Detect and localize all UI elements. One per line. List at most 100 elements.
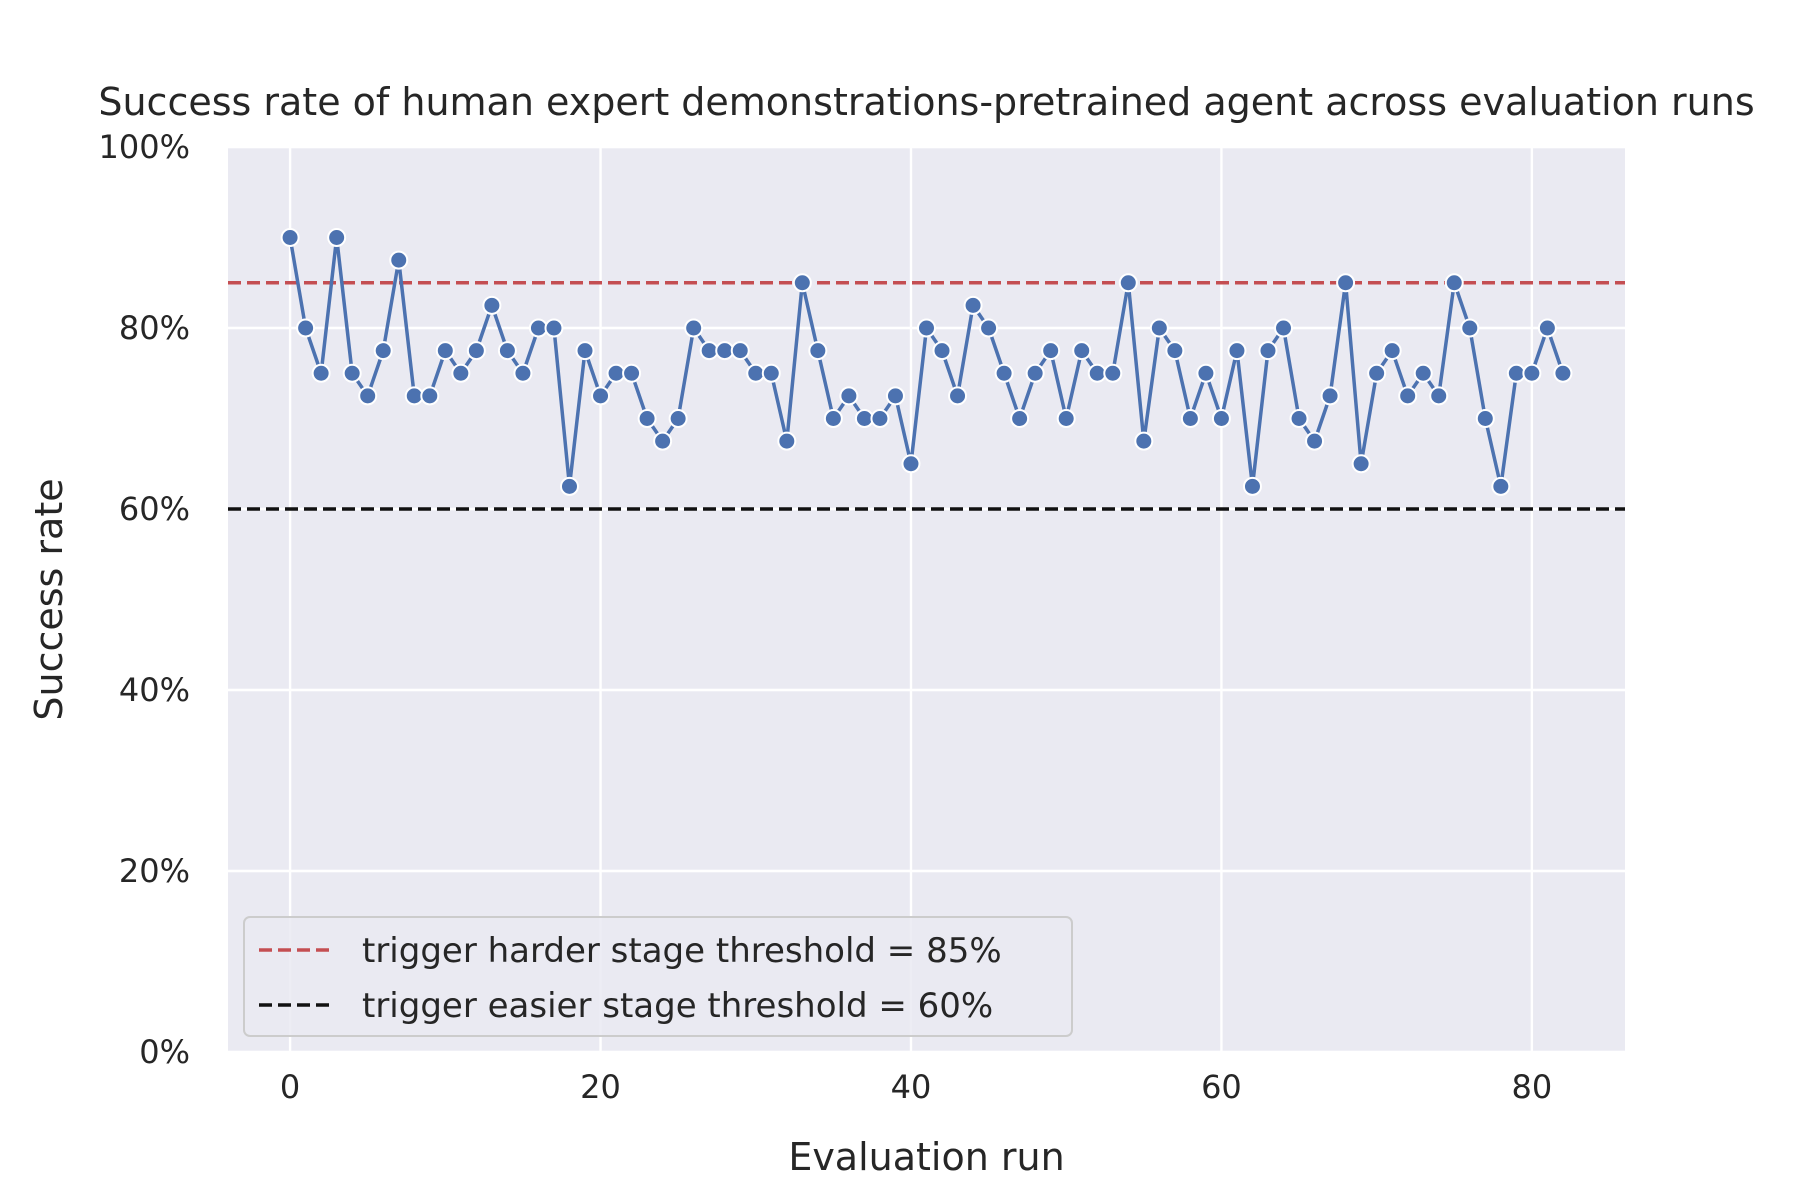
data-point [451, 363, 471, 383]
data-point [1429, 386, 1449, 406]
data-point [420, 386, 440, 406]
x-axis-label: Evaluation run [788, 1135, 1064, 1179]
data-point [730, 341, 750, 361]
data-point [1196, 363, 1216, 383]
data-point [1165, 341, 1185, 361]
data-point [808, 341, 828, 361]
data-point [1336, 273, 1356, 293]
data-point [1553, 363, 1573, 383]
data-point [699, 341, 719, 361]
data-point [1258, 341, 1278, 361]
x-tick-label: 20 [580, 1068, 621, 1106]
plot-area [228, 147, 1625, 1052]
tick-labels: 0 20 40 60 80 0% 20% 40% 60% 80% 100% [99, 128, 1553, 1106]
data-point [327, 228, 347, 247]
data-point [948, 386, 968, 406]
series-layer [280, 228, 1573, 496]
data-point [684, 318, 704, 338]
legend: trigger harder stage threshold = 85% tri… [243, 916, 1073, 1037]
data-point [1444, 273, 1464, 293]
data-point [1072, 341, 1092, 361]
data-point [1118, 273, 1138, 293]
data-point [1382, 341, 1402, 361]
data-point [792, 273, 812, 293]
data-point [389, 250, 409, 270]
data-point [435, 341, 455, 361]
data-point [1398, 386, 1418, 406]
data-point [497, 341, 517, 361]
data-point [761, 363, 781, 383]
data-point [1242, 476, 1262, 496]
data-point [1103, 363, 1123, 383]
data-point [994, 363, 1014, 383]
data-point [901, 454, 921, 474]
data-point [575, 341, 595, 361]
y-tick-label: 80% [119, 309, 190, 347]
y-axis-label: Success rate [27, 478, 71, 720]
data-point [1134, 431, 1154, 451]
data-point [885, 386, 905, 406]
data-point [1041, 341, 1061, 361]
data-point [1087, 363, 1107, 383]
data-point [1367, 363, 1387, 383]
data-point [1320, 386, 1340, 406]
data-point [715, 341, 735, 361]
y-tick-label: 20% [119, 852, 190, 890]
data-point [668, 409, 688, 428]
x-tick-label: 80 [1512, 1068, 1553, 1106]
data-point [528, 318, 548, 338]
data-point [544, 318, 564, 338]
x-tick-label: 0 [280, 1068, 300, 1106]
data-point [1056, 409, 1076, 428]
data-point [1351, 454, 1371, 474]
data-point [1025, 363, 1045, 383]
threshold-lines [228, 281, 1625, 511]
data-point [296, 318, 316, 338]
data-point [591, 386, 611, 406]
data-point [1211, 409, 1231, 428]
data-point [280, 228, 300, 247]
y-tick-label: 40% [119, 671, 190, 709]
data-point [823, 409, 843, 428]
data-point [963, 295, 983, 315]
data-point [1149, 318, 1169, 338]
data-point [1506, 363, 1526, 383]
data-point [932, 341, 952, 361]
data-point [1537, 318, 1557, 338]
data-point [1413, 363, 1433, 383]
data-point [1305, 431, 1325, 451]
legend-label-easier-threshold: trigger easier stage threshold = 60% [362, 986, 993, 1026]
data-point [1274, 318, 1294, 338]
data-point [979, 318, 999, 338]
y-tick-label: 0% [139, 1033, 190, 1071]
data-point [404, 386, 424, 406]
data-point [653, 431, 673, 451]
data-point [917, 318, 936, 338]
data-point [466, 341, 486, 361]
data-point [342, 363, 362, 383]
data-point [606, 363, 626, 383]
data-point [1180, 409, 1200, 428]
legend-box [243, 916, 1073, 1037]
data-point [1010, 409, 1030, 428]
data-point [1289, 409, 1309, 428]
data-point [513, 363, 533, 383]
data-point [839, 386, 859, 406]
y-tick-label: 100% [99, 128, 190, 166]
data-point [559, 476, 579, 496]
data-point [870, 409, 890, 428]
data-point [482, 295, 502, 315]
data-point [1491, 476, 1511, 496]
data-point [1475, 409, 1495, 428]
y-tick-label: 60% [119, 490, 190, 528]
data-point [622, 363, 642, 383]
data-point [777, 431, 797, 451]
data-point [854, 409, 874, 428]
data-point [746, 363, 766, 383]
x-tick-label: 60 [1201, 1068, 1242, 1106]
data-point [1227, 341, 1247, 361]
legend-label-harder-threshold: trigger harder stage threshold = 85% [362, 931, 1002, 971]
data-point [373, 341, 393, 361]
